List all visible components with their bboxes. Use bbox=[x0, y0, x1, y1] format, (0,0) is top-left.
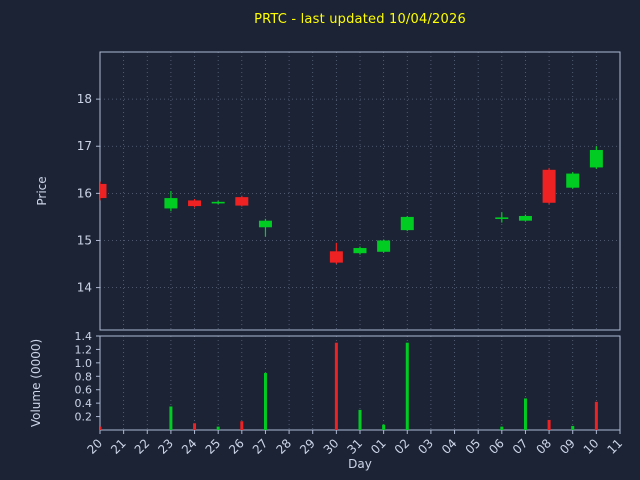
day-tick-label: 08 bbox=[534, 436, 555, 457]
volume-tick-label: 1.4 bbox=[75, 330, 93, 343]
volume-bar bbox=[405, 342, 409, 430]
candle-body bbox=[188, 200, 202, 207]
day-tick-label: 27 bbox=[250, 436, 271, 457]
day-tick-label: 03 bbox=[415, 436, 436, 457]
volume-tick-label: 0.4 bbox=[75, 397, 93, 410]
day-tick-label: 06 bbox=[486, 436, 507, 457]
day-tick-label: 28 bbox=[274, 436, 295, 457]
volume-bar bbox=[571, 425, 575, 430]
volume-bar bbox=[216, 426, 220, 430]
volume-layer bbox=[100, 342, 598, 430]
day-tick-label: 25 bbox=[203, 436, 224, 457]
volume-bar bbox=[193, 423, 197, 430]
day-tick-label: 21 bbox=[108, 436, 129, 457]
day-tick-label: 01 bbox=[368, 436, 389, 457]
day-tick-label: 09 bbox=[557, 436, 578, 457]
candle-body bbox=[164, 198, 178, 209]
price-tick-label: 17 bbox=[77, 139, 92, 153]
candle-body bbox=[589, 150, 603, 168]
candle-body bbox=[518, 215, 532, 221]
gridlines bbox=[99, 52, 621, 430]
volume-bar bbox=[358, 409, 362, 430]
price-tick-label: 16 bbox=[77, 186, 92, 200]
day-tick-label: 10 bbox=[581, 436, 602, 457]
candle-body bbox=[566, 173, 580, 188]
candle-body bbox=[329, 251, 343, 263]
volume-bar bbox=[169, 406, 173, 430]
day-tick-label: 29 bbox=[297, 436, 318, 457]
volume-axis-label: Volume (0000) bbox=[29, 338, 43, 428]
price-tick-label: 14 bbox=[77, 281, 92, 295]
candle-body bbox=[258, 220, 272, 228]
volume-bar bbox=[382, 424, 386, 430]
candle-body bbox=[100, 183, 107, 199]
candles-layer bbox=[100, 146, 603, 265]
day-tick-label: 11 bbox=[604, 436, 625, 457]
price-tick-label: 15 bbox=[77, 233, 92, 247]
day-tick-label: 23 bbox=[155, 436, 176, 457]
volume-bar bbox=[100, 426, 102, 430]
day-tick-label: 24 bbox=[179, 436, 200, 457]
day-tick-label: 02 bbox=[392, 436, 413, 457]
volume-bar bbox=[547, 419, 551, 430]
volume-tick-label: 0.6 bbox=[75, 384, 93, 397]
candle-body bbox=[211, 201, 225, 204]
volume-bar bbox=[523, 398, 527, 430]
candle-body bbox=[495, 217, 509, 219]
day-tick-label: 04 bbox=[439, 436, 460, 457]
volume-bar bbox=[500, 426, 504, 430]
day-tick-label: 05 bbox=[463, 436, 484, 457]
day-axis-label: Day bbox=[348, 457, 372, 471]
day-tick-label: 26 bbox=[226, 436, 247, 457]
candle-body bbox=[542, 169, 556, 203]
day-tick-label: 22 bbox=[132, 436, 153, 457]
candle-body bbox=[400, 216, 414, 231]
volume-tick-label: 1.2 bbox=[75, 343, 93, 356]
candle-body bbox=[235, 197, 249, 206]
volume-tick-label: 0.2 bbox=[75, 411, 93, 424]
volume-tick-label: 0.8 bbox=[75, 370, 93, 383]
day-tick-label: 30 bbox=[321, 436, 342, 457]
day-tick-label: 31 bbox=[344, 436, 365, 457]
price-tick-label: 18 bbox=[77, 92, 92, 106]
candle-body bbox=[353, 248, 367, 254]
day-tick-label: 07 bbox=[510, 436, 531, 457]
chart-title: PRTC - last updated 10/04/2026 bbox=[254, 12, 466, 27]
volume-bar bbox=[334, 342, 338, 430]
tick-marks bbox=[96, 98, 621, 434]
volume-bar bbox=[240, 421, 244, 430]
candle-body bbox=[377, 240, 391, 252]
volume-tick-label: 1.0 bbox=[75, 357, 93, 370]
price-axis-label: Price bbox=[35, 176, 49, 206]
volume-bar bbox=[263, 372, 267, 430]
volume-bar bbox=[594, 401, 598, 430]
day-tick-label: 20 bbox=[84, 436, 105, 457]
